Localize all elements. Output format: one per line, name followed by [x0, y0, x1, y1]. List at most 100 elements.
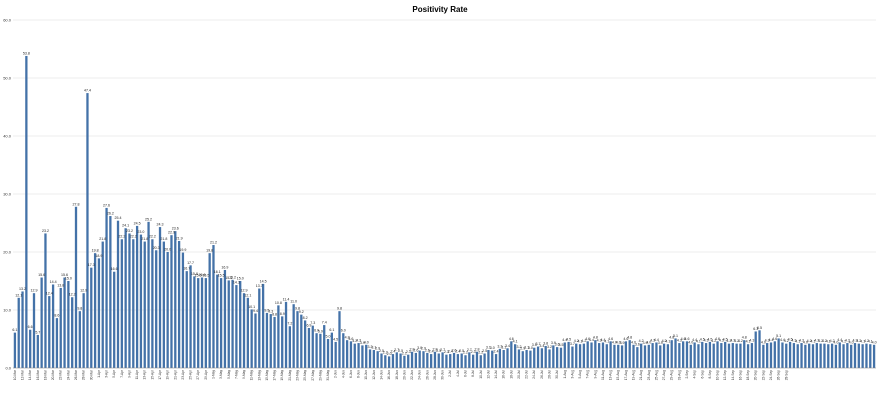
- x-tick-label: 22-Sep: [761, 370, 765, 381]
- bar: [86, 93, 89, 368]
- x-tick-label: 1-May: [211, 370, 215, 379]
- bar: [307, 327, 311, 368]
- bar: [735, 343, 738, 368]
- bar: [338, 311, 341, 368]
- chart-title: Positivity Rate: [412, 5, 468, 14]
- data-label: 12.9: [80, 289, 87, 293]
- data-label: 22.2: [118, 235, 125, 239]
- bar: [773, 341, 776, 368]
- data-label: 9.8: [337, 307, 342, 311]
- data-label: 2.4: [448, 350, 453, 354]
- data-label: 6.1: [329, 328, 334, 332]
- x-tick-label: 18-Jul: [509, 370, 513, 379]
- bar: [769, 342, 773, 368]
- x-tick-label: 12-Sep: [723, 370, 727, 381]
- data-label: 24.3: [157, 223, 164, 227]
- bar: [521, 351, 524, 368]
- bar: [227, 280, 230, 368]
- bar: [342, 333, 345, 368]
- bar: [380, 353, 383, 368]
- data-label: 2.8: [410, 347, 415, 351]
- bar: [853, 343, 857, 368]
- data-label: 4.6: [772, 337, 777, 341]
- data-label: 4.1: [746, 340, 751, 344]
- bar: [292, 304, 295, 368]
- data-label: 4.4: [780, 338, 785, 342]
- data-label: 4.8: [742, 336, 747, 340]
- bar: [781, 342, 784, 368]
- x-tick-label: 30-Jul: [555, 370, 559, 379]
- x-tick-label: 27-Aug: [662, 370, 666, 381]
- data-label: 4.8: [627, 336, 632, 340]
- data-label: 4.8: [345, 336, 350, 340]
- data-label: 21.9: [176, 236, 183, 240]
- bar: [63, 277, 66, 368]
- bar: [258, 288, 261, 368]
- x-tick-label: 12-Mar: [21, 369, 25, 380]
- bar: [510, 341, 513, 368]
- data-label: 5.9: [318, 329, 323, 333]
- bar: [132, 239, 135, 368]
- data-label: 2.5: [436, 349, 441, 353]
- bar: [376, 351, 379, 368]
- data-label: 2.6: [452, 348, 457, 352]
- data-label: 4.0: [833, 340, 838, 344]
- data-label: 4.8: [593, 336, 598, 340]
- data-label: 23.2: [42, 229, 49, 233]
- bar: [724, 341, 727, 368]
- data-label: 15.6: [38, 273, 45, 277]
- bar: [701, 341, 704, 368]
- data-label: 4.3: [356, 339, 361, 343]
- data-label: 4.5: [700, 337, 705, 341]
- x-tick-label: 2-Jun: [334, 370, 338, 378]
- bar: [548, 349, 551, 368]
- bar: [116, 220, 120, 368]
- bar: [414, 352, 418, 368]
- bar: [330, 332, 333, 368]
- bar: [727, 343, 731, 368]
- x-tick-label: 21-May: [288, 370, 292, 381]
- data-label: 4.2: [784, 339, 789, 343]
- x-tick-label: 19-Aug: [632, 370, 636, 381]
- bar: [219, 278, 223, 368]
- x-tick-label: 24-Mar: [66, 369, 70, 380]
- bar: [429, 354, 433, 368]
- data-label: 13.7: [256, 284, 263, 288]
- data-label: 25.2: [145, 217, 152, 221]
- bar: [261, 283, 265, 368]
- bar: [800, 343, 803, 368]
- data-label: 12.9: [241, 289, 248, 293]
- bar: [502, 350, 505, 368]
- bar: [601, 342, 605, 368]
- bars: [13, 55, 876, 369]
- bar: [200, 277, 204, 368]
- x-tick-label: 10-Jun: [364, 370, 368, 380]
- bar: [552, 345, 555, 368]
- bar: [365, 344, 368, 368]
- data-label: 10.1: [248, 305, 255, 309]
- data-label: 11.4: [283, 297, 290, 301]
- data-label: 3.2: [516, 345, 521, 349]
- bar: [36, 334, 39, 368]
- data-label: 14.4: [50, 280, 57, 284]
- data-label: 3.7: [536, 342, 541, 346]
- bar: [166, 252, 169, 368]
- data-label: 4.1: [578, 340, 583, 344]
- bar: [155, 250, 158, 368]
- y-tick-label: 0.0: [5, 365, 11, 370]
- bar: [766, 343, 769, 368]
- x-tick-label: 13-Apr: [143, 369, 147, 380]
- data-label: 4.3: [749, 339, 754, 343]
- data-label: 4.1: [513, 340, 518, 344]
- bar: [296, 311, 299, 368]
- data-labels: 6.1 12.1 13.2 53.8 6.6 12.9 5.7 15.6 23.2 12.4 14.…: [12, 51, 876, 355]
- data-label: 4.5: [566, 337, 571, 341]
- data-label: 4.0: [761, 340, 766, 344]
- data-label: 17.7: [187, 261, 194, 265]
- data-label: 15.2: [229, 275, 236, 279]
- bar: [151, 239, 154, 368]
- x-tick-label: 7-May: [234, 370, 238, 379]
- bar: [815, 343, 818, 368]
- data-label: 9.2: [299, 310, 304, 314]
